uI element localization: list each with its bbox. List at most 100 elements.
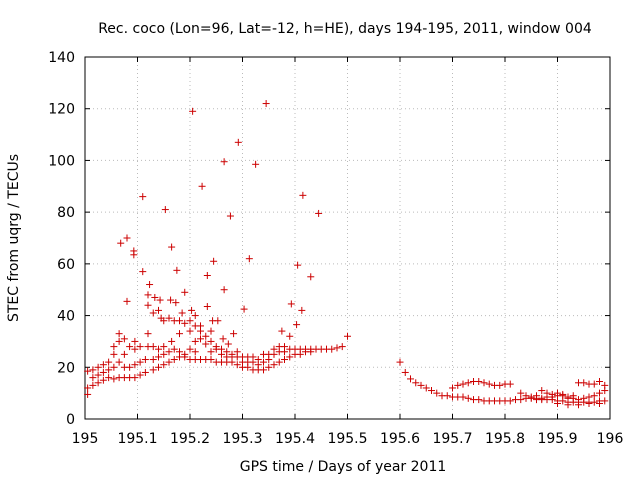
data-point bbox=[590, 392, 598, 400]
data-point bbox=[94, 363, 102, 371]
data-point bbox=[139, 193, 147, 201]
data-point bbox=[464, 379, 472, 387]
data-point bbox=[538, 387, 546, 395]
data-point bbox=[197, 335, 204, 343]
data-point bbox=[224, 340, 232, 348]
data-point bbox=[554, 389, 561, 397]
data-point bbox=[287, 300, 295, 308]
data-point bbox=[131, 374, 139, 382]
data-point bbox=[601, 397, 609, 405]
data-point bbox=[131, 345, 139, 353]
data-point bbox=[136, 371, 144, 379]
data-point bbox=[191, 337, 199, 345]
data-point bbox=[286, 332, 294, 340]
y-tick-label: 20 bbox=[57, 360, 75, 376]
data-point bbox=[176, 348, 183, 356]
data-point bbox=[585, 399, 593, 407]
data-point bbox=[207, 348, 215, 356]
data-point bbox=[554, 399, 561, 407]
data-point bbox=[155, 345, 162, 353]
data-point bbox=[286, 353, 294, 361]
data-point bbox=[84, 367, 92, 375]
data-point bbox=[149, 366, 157, 374]
data-point bbox=[328, 345, 336, 353]
data-point bbox=[585, 393, 593, 401]
data-point bbox=[156, 296, 164, 304]
data-point bbox=[475, 378, 483, 386]
data-point bbox=[315, 209, 323, 217]
data-point bbox=[120, 350, 128, 358]
data-point bbox=[123, 234, 131, 242]
data-point bbox=[197, 322, 204, 330]
x-tick-label: 195.8 bbox=[485, 431, 525, 447]
data-point bbox=[151, 293, 159, 301]
data-point bbox=[178, 309, 186, 317]
data-point bbox=[226, 212, 234, 220]
data-point bbox=[94, 379, 102, 387]
data-point bbox=[233, 361, 241, 369]
data-point bbox=[144, 330, 152, 338]
data-point bbox=[307, 348, 315, 356]
data-point bbox=[146, 281, 154, 289]
data-point bbox=[120, 335, 128, 343]
data-point bbox=[298, 306, 306, 314]
data-point bbox=[564, 401, 572, 409]
data-point bbox=[181, 288, 189, 296]
data-point bbox=[260, 358, 267, 366]
data-point bbox=[396, 358, 404, 366]
data-point bbox=[188, 306, 196, 314]
data-point bbox=[168, 337, 176, 345]
data-point bbox=[254, 356, 262, 364]
x-tick-label: 195.5 bbox=[327, 431, 367, 447]
data-point bbox=[202, 340, 210, 348]
y-tick-label: 100 bbox=[48, 153, 75, 169]
data-point bbox=[596, 378, 603, 386]
data-point bbox=[228, 350, 236, 358]
data-point bbox=[522, 392, 530, 400]
data-point bbox=[443, 392, 451, 400]
data-point bbox=[189, 107, 197, 115]
data-point bbox=[412, 379, 420, 387]
data-point bbox=[234, 138, 242, 146]
x-tick-label: 195.2 bbox=[170, 431, 210, 447]
data-point bbox=[149, 309, 157, 317]
data-point bbox=[115, 358, 123, 366]
data-point bbox=[89, 374, 97, 382]
data-point bbox=[84, 390, 92, 398]
data-point bbox=[338, 343, 346, 351]
data-point bbox=[496, 381, 504, 389]
data-point bbox=[575, 401, 582, 409]
data-point bbox=[506, 380, 514, 388]
data-point bbox=[141, 356, 149, 364]
data-point bbox=[126, 343, 134, 351]
data-point bbox=[186, 317, 194, 325]
data-point bbox=[281, 356, 288, 364]
y-tick-label: 40 bbox=[57, 309, 75, 325]
data-point bbox=[144, 291, 152, 299]
data-point bbox=[401, 368, 409, 376]
data-point bbox=[559, 390, 567, 398]
x-tick-label: 195.4 bbox=[275, 431, 315, 447]
data-point bbox=[548, 393, 556, 401]
data-point bbox=[165, 358, 173, 366]
data-point bbox=[105, 366, 113, 374]
data-point bbox=[220, 158, 228, 166]
data-point bbox=[262, 100, 270, 108]
data-point bbox=[417, 381, 425, 389]
data-point bbox=[240, 305, 248, 313]
data-point bbox=[538, 396, 546, 404]
data-point bbox=[110, 343, 118, 351]
data-point bbox=[233, 348, 241, 356]
data-point bbox=[191, 312, 199, 320]
data-point bbox=[333, 344, 341, 352]
data-point bbox=[149, 356, 157, 364]
data-point bbox=[131, 361, 139, 369]
x-tick-label: 195.9 bbox=[537, 431, 577, 447]
data-point bbox=[580, 394, 588, 402]
data-point bbox=[433, 389, 441, 397]
data-point bbox=[136, 343, 144, 351]
data-point bbox=[407, 375, 414, 383]
data-point bbox=[569, 394, 577, 402]
x-tick-label: 195 bbox=[72, 431, 99, 447]
